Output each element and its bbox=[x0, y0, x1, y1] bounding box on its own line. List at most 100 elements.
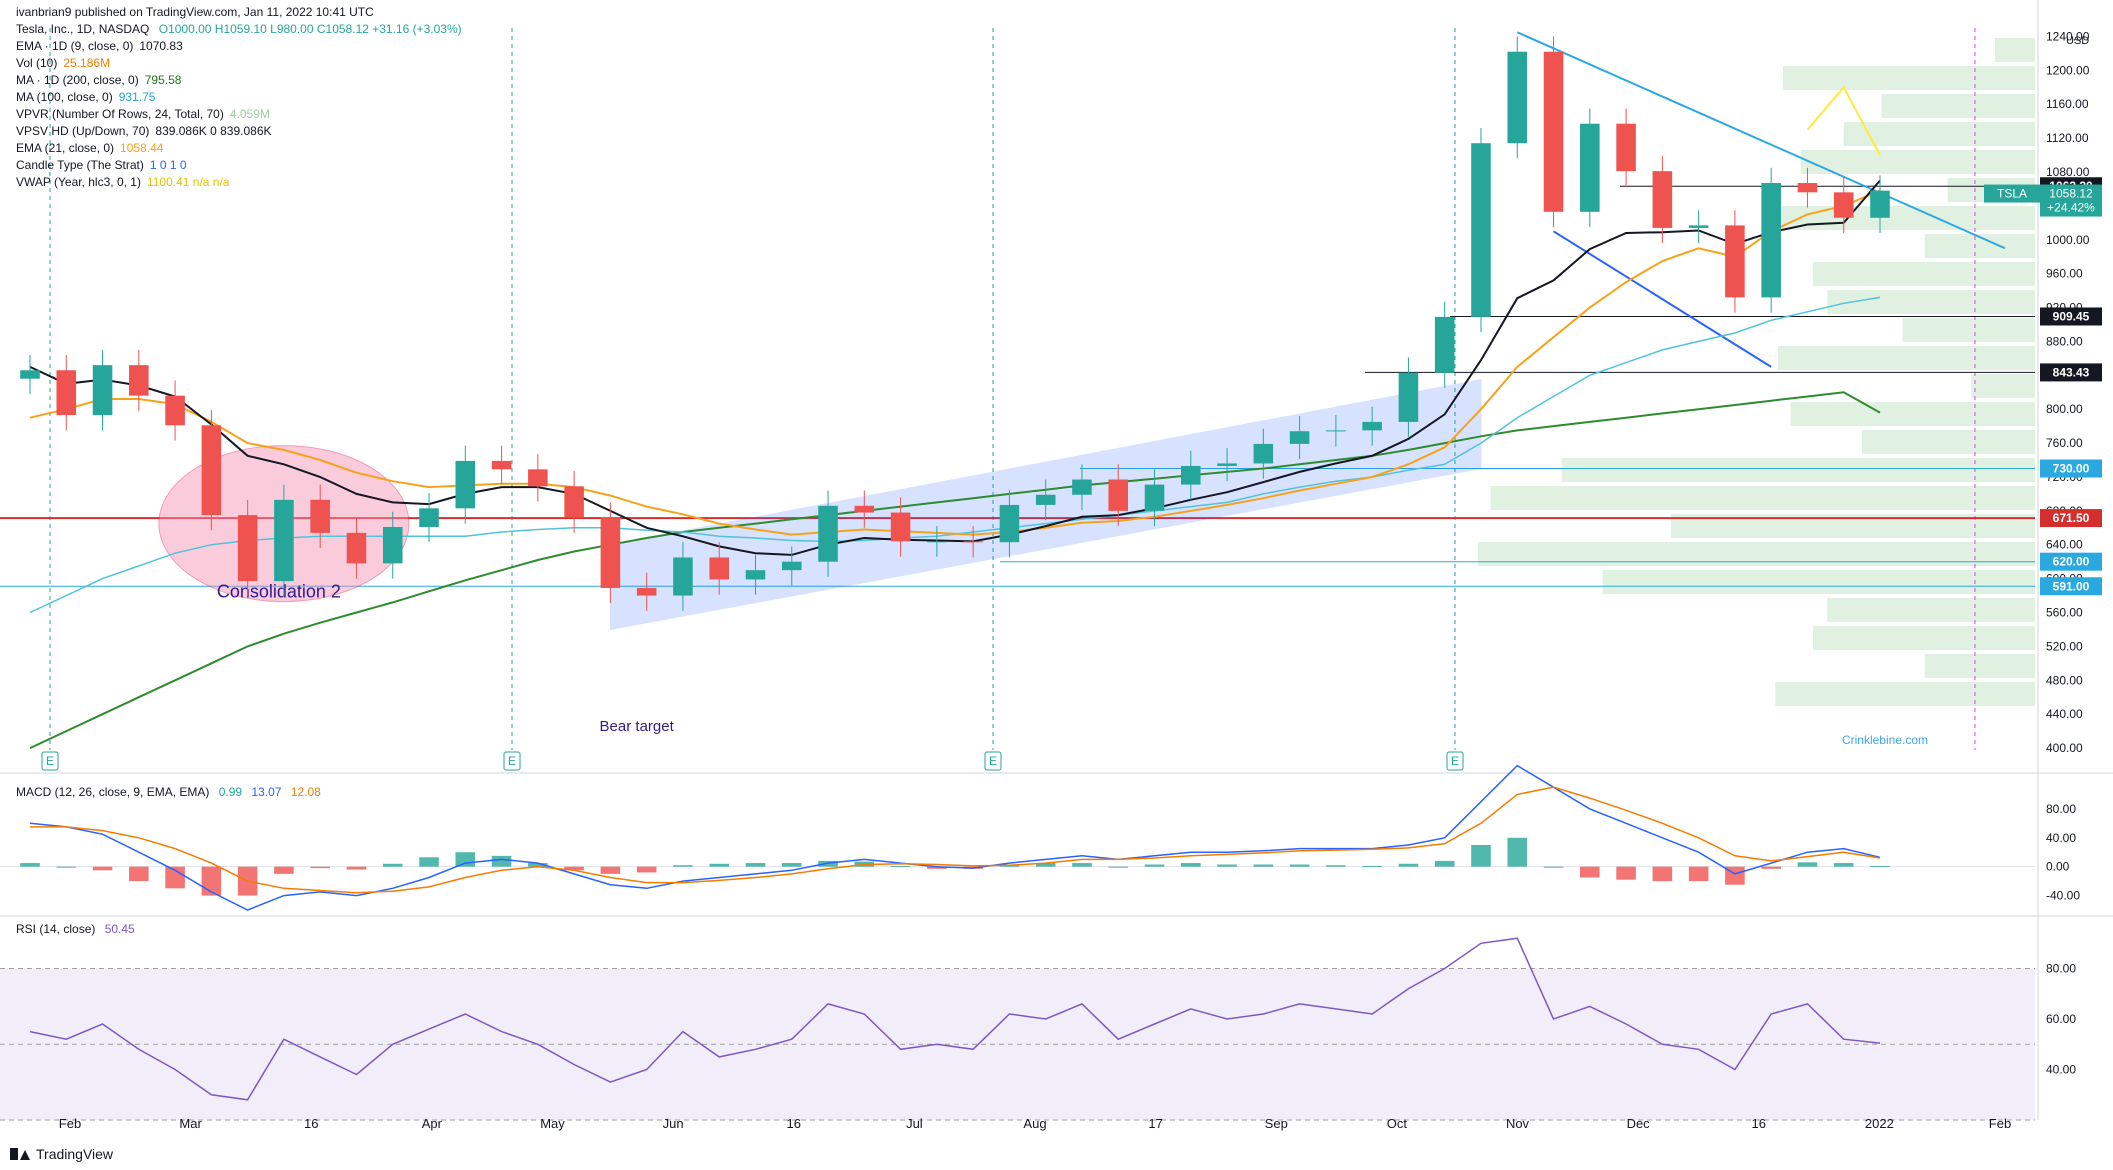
price-axis-tick: 1200.00 bbox=[2046, 63, 2090, 77]
resistance-trendline bbox=[1516, 31, 2006, 250]
consolidation-label: Consolidation 2 bbox=[217, 581, 341, 601]
candle-body bbox=[1543, 51, 1564, 212]
axes: 1240.001200.001160.001120.001080.001040.… bbox=[59, 29, 2090, 1131]
macd-histogram-bar bbox=[1072, 863, 1092, 867]
indicator-row: VPSV HD (Up/Down, 70) 839.086K 0 839.086K bbox=[16, 123, 462, 140]
volume-profile-row bbox=[1477, 542, 2035, 566]
indicator-value: 1070.83 bbox=[139, 39, 183, 53]
macd-histogram-bar bbox=[745, 863, 766, 867]
macd-label: MACD (12, 26, close, 9, EMA, EMA) bbox=[16, 785, 210, 799]
vwap-line bbox=[1806, 85, 1881, 156]
macd-histogram-bar bbox=[1471, 845, 1491, 867]
price-level-badge bbox=[2040, 577, 2102, 596]
volume-profile-row bbox=[1800, 150, 2035, 174]
indicator-row: MA · 1D (200, close, 0) 795.58 bbox=[16, 72, 462, 89]
candle-body bbox=[1688, 225, 1709, 228]
rsi-value: 50.45 bbox=[104, 922, 135, 936]
macd-histogram-bar bbox=[419, 857, 439, 867]
candle-body bbox=[1398, 372, 1419, 422]
indicator-value: 25.186M bbox=[63, 56, 111, 70]
macd-signal-line bbox=[30, 786, 1881, 894]
price-level-badge-label: 730.00 bbox=[2053, 462, 2090, 476]
macd-histogram-bar bbox=[1543, 866, 1564, 868]
volume-profile-row bbox=[1775, 682, 2035, 706]
candle-body bbox=[636, 587, 657, 596]
rsi-axis-tick: 40.00 bbox=[2046, 1063, 2076, 1077]
macd-signal-value: 12.08 bbox=[290, 785, 321, 799]
candle-body bbox=[346, 532, 367, 564]
author-line: ivanbrian9 published on TradingView.com,… bbox=[16, 5, 374, 19]
candle-body bbox=[564, 486, 584, 518]
volume-profile bbox=[1477, 38, 2035, 706]
price-level-badge bbox=[2040, 509, 2102, 528]
macd-histogram-bar bbox=[1833, 863, 1854, 867]
macd-axis-tick: -40.00 bbox=[2046, 889, 2080, 903]
symbol-badge-label: TSLA bbox=[1997, 187, 2027, 201]
time-axis-label: 16 bbox=[304, 1116, 318, 1131]
ma200-line bbox=[29, 391, 1881, 750]
macd-axis-tick: 0.00 bbox=[2046, 860, 2070, 874]
last-price-label: 1058.12 bbox=[2049, 187, 2093, 201]
volume-profile-row bbox=[1783, 66, 2035, 90]
macd-histogram-bar bbox=[382, 863, 403, 867]
macd-histogram-bar bbox=[1580, 866, 1600, 878]
time-axis-label: 16 bbox=[1752, 1116, 1766, 1131]
macd-histogram-bar bbox=[455, 852, 476, 867]
macd-histogram-bar bbox=[1108, 866, 1129, 868]
price-axis-tick: 1240.00 bbox=[2046, 29, 2090, 43]
indicator-label: VPVR (Number Of Rows, 24, Total, 70) bbox=[16, 107, 224, 121]
macd-line-value: 13.07 bbox=[251, 785, 282, 799]
macd-histogram-bar bbox=[1761, 866, 1781, 869]
earnings-marker-label: E bbox=[989, 754, 997, 768]
price-axis-tick: 440.00 bbox=[2046, 707, 2083, 721]
macd-histogram-bar bbox=[1181, 863, 1201, 867]
candle-body bbox=[310, 499, 330, 533]
indicator-value: 1 0 1 0 bbox=[149, 158, 187, 172]
macd-histogram-bar bbox=[491, 855, 512, 867]
macd-histogram-bar bbox=[129, 866, 149, 882]
price-level-badge-label: 671.50 bbox=[2053, 511, 2090, 525]
candle-body bbox=[237, 515, 258, 582]
candle-body bbox=[20, 370, 40, 379]
last-price-change: +24.42% bbox=[2047, 201, 2095, 215]
volume-profile-row bbox=[1861, 430, 2035, 454]
volume-profile-row bbox=[1995, 38, 2035, 62]
macd-histogram-bar bbox=[1797, 862, 1818, 867]
indicator-label: MA · 1D (200, close, 0) bbox=[16, 73, 139, 87]
indicator-value: 4.059M bbox=[229, 107, 270, 121]
indicator-value: 931.75 bbox=[118, 90, 156, 104]
macd-histogram-bar bbox=[1434, 860, 1455, 867]
earnings-marker-box bbox=[503, 751, 521, 771]
volume-profile-row bbox=[1777, 346, 2035, 370]
candle-body bbox=[781, 561, 802, 571]
ema9-line bbox=[29, 179, 1881, 556]
macd-histogram-bar bbox=[1688, 866, 1709, 882]
candle-body bbox=[129, 365, 149, 396]
time-axis-label: Dec bbox=[1627, 1116, 1651, 1131]
price-level-badge bbox=[2040, 552, 2102, 571]
macd-histogram-bar bbox=[636, 866, 657, 873]
macd-line bbox=[29, 764, 1881, 911]
price-level-badge-label: 843.43 bbox=[2053, 365, 2090, 379]
macd-histogram-bar bbox=[600, 866, 621, 874]
volume-profile-row bbox=[1827, 290, 2035, 314]
indicator-label: EMA · 1D (9, close, 0) bbox=[16, 39, 134, 53]
candle-body bbox=[1580, 123, 1600, 212]
time-axis-label: Feb bbox=[59, 1116, 81, 1131]
price-level-badge bbox=[2040, 307, 2102, 326]
price-axis-tick: 1000.00 bbox=[2046, 233, 2090, 247]
earnings-marker-label: E bbox=[46, 754, 54, 768]
indicator-label: VPSV HD (Up/Down, 70) bbox=[16, 124, 150, 138]
candle-body bbox=[927, 541, 947, 543]
tradingview-logo-icon bbox=[10, 1148, 30, 1160]
candle-body bbox=[673, 557, 693, 596]
indicator-label: Candle Type (The Strat) bbox=[16, 158, 144, 172]
macd-histogram-bar bbox=[1870, 865, 1890, 867]
indicator-label: Vol (10) bbox=[16, 56, 58, 70]
candle-body bbox=[56, 370, 77, 416]
symbol-badge bbox=[1984, 184, 2040, 203]
indicator-row: MA (100, close, 0) 931.75 bbox=[16, 89, 462, 106]
earnings-marker-box bbox=[1446, 751, 1464, 771]
candle-body bbox=[1326, 430, 1346, 432]
